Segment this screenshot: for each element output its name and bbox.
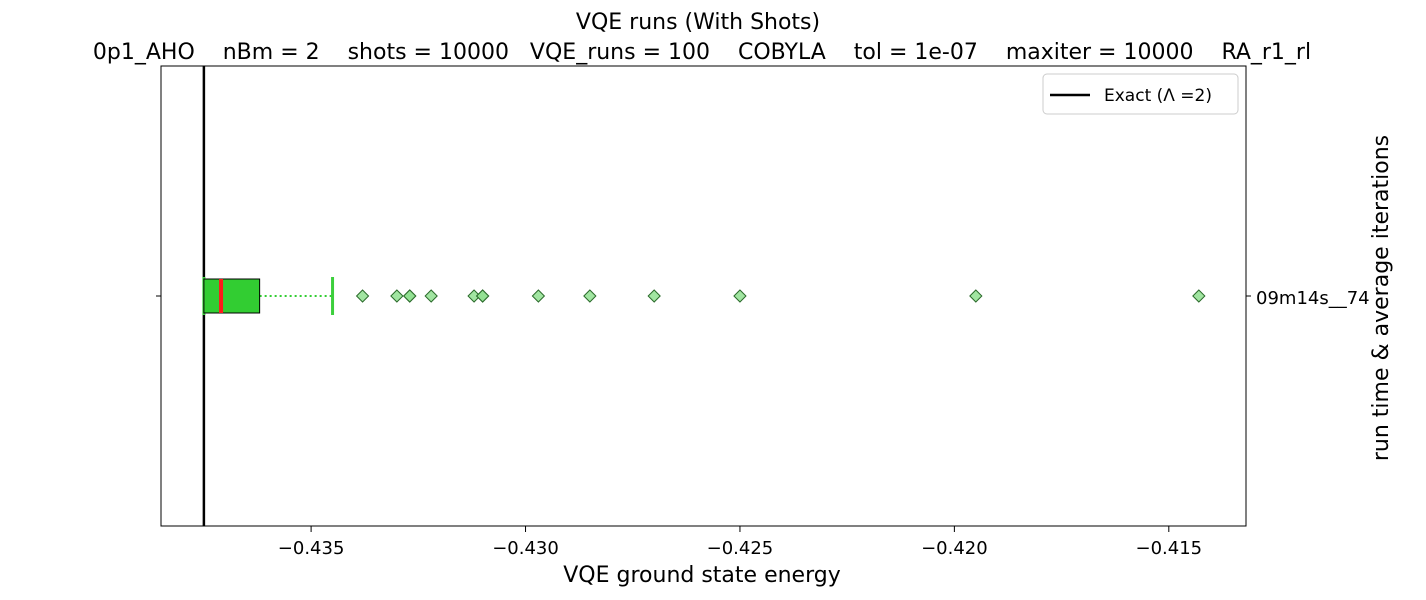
outlier-point [403,289,417,303]
iqr-box [203,278,261,314]
y-category-label: 09m14s__74 [1256,288,1370,309]
x-tick-label: −0.430 [492,538,559,559]
x-tick-label: −0.420 [921,538,988,559]
outlier-point [1192,289,1206,303]
x-tick-label: −0.435 [278,538,345,559]
x-axis: −0.435 −0.430 −0.425 −0.420 −0.415 [278,526,1202,559]
x-tick-label: −0.425 [707,538,774,559]
legend: Exact (Λ =2) [1042,73,1239,115]
outlier-point [531,289,546,303]
chart-subtitle: 0p1_AHO nBm = 2 shots = 10000 VQE_runs =… [93,40,1311,65]
axes-frame [160,65,1247,527]
x-tick-label: −0.415 [1135,538,1202,559]
y-axis-label-right: run time & average iterations [1369,135,1394,461]
chart-title: VQE runs (With Shots) [576,10,820,35]
outlier-point [475,289,490,303]
outlier-point [733,289,747,303]
legend-label: Exact (Λ =2) [1104,86,1212,106]
outlier-point [969,289,983,303]
outlier-point [647,289,661,303]
x-axis-label: VQE ground state energy [563,563,840,588]
outlier-point [390,289,404,303]
plot-area [202,66,1206,526]
outlier-point [583,289,597,303]
outlier-point [424,289,438,303]
outlier-point [355,289,370,303]
legend-box [1042,73,1239,115]
